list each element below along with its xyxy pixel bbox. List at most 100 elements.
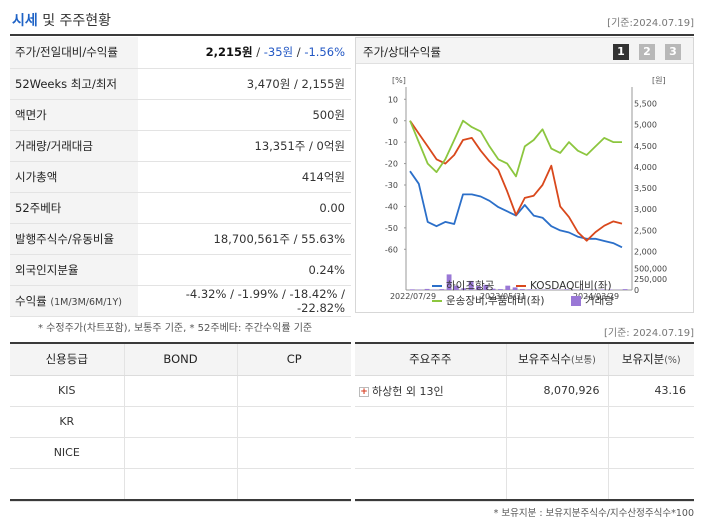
row-value: 0.24%	[138, 254, 351, 286]
volume-bar	[468, 280, 474, 290]
credit-top-line	[10, 342, 351, 344]
right-tick-label: 2,000	[634, 248, 657, 257]
rate-value: -1.56%	[304, 45, 345, 60]
table-row	[10, 468, 351, 502]
volume-bar	[454, 285, 459, 290]
period-button-2[interactable]: 2	[639, 44, 655, 60]
legend-swatch	[432, 285, 442, 287]
label-main: 수익률	[15, 293, 47, 308]
bond-cell	[123, 437, 237, 469]
row-value: 18,700,561주 / 55.63%	[138, 223, 351, 255]
period-button-3[interactable]: 3	[665, 44, 681, 60]
holder-name-cell: + 하상헌 외 13인	[355, 375, 506, 407]
volume-tick-label: 500,000	[634, 264, 667, 273]
volume-bar	[424, 288, 430, 290]
bond-cell	[123, 406, 237, 438]
cp-cell	[236, 406, 351, 438]
left-tick-label: -50	[385, 224, 398, 233]
col-header: 주요주주	[355, 344, 506, 376]
agency-cell	[10, 468, 124, 502]
row-label: 주가/전일대비/수익률	[10, 37, 138, 69]
divider	[355, 499, 694, 501]
header-main: 보유주식수	[518, 352, 571, 367]
chart-panel-header: 주가/상대수익률 1 2 3	[356, 38, 693, 64]
volume-tick-label: 250,000	[634, 275, 667, 284]
volume-bar	[520, 289, 525, 290]
volume-bar	[622, 289, 628, 290]
volume-bar	[410, 289, 415, 290]
col-header: 보유지분(%)	[607, 344, 694, 376]
volume-bar	[498, 289, 503, 290]
major-shareholders-table: 주요주주 보유주식수(보통) 보유지분(%) + 하상헌 외 13인 8,070,…	[355, 344, 694, 502]
legend-label: 거래량	[585, 295, 614, 307]
volume-bar	[505, 285, 511, 290]
table-row: 발행주식수/유동비율 18,700,561주 / 55.63%	[10, 223, 351, 255]
left-tick-label: -10	[385, 138, 398, 147]
bond-cell	[123, 375, 237, 407]
left-unit-label: [%]	[392, 76, 406, 85]
right-tick-label: 5,500	[634, 99, 657, 108]
empty-cell	[355, 406, 506, 438]
legend-item-volume: 거래량	[571, 293, 614, 308]
volume-bar	[600, 289, 606, 290]
credit-rating-table: 신용등급 BOND CP KIS KR NICE	[10, 344, 351, 502]
legend-item-sector: 운송장비,부품대비(좌)	[432, 293, 544, 308]
col-header: BOND	[123, 344, 237, 376]
holder-name[interactable]: 하상헌 외 13인	[372, 384, 444, 398]
table-header-row: 주요주주 보유주식수(보통) 보유지분(%)	[355, 344, 694, 376]
volume-bar	[446, 274, 452, 290]
row-label: 외국인지분율	[10, 254, 138, 286]
right-tick-label: 4,500	[634, 142, 657, 151]
agency-cell: KIS	[10, 375, 124, 407]
empty-cell	[505, 468, 608, 502]
credit-bottom-line	[10, 499, 351, 501]
label-sub: (1M/3M/6M/1Y)	[50, 296, 122, 308]
expand-plus-icon[interactable]: +	[359, 386, 369, 397]
table-row: 외국인지분율 0.24%	[10, 254, 351, 286]
left-tick-label: -60	[385, 245, 398, 254]
volume-bar	[461, 288, 467, 290]
period-button-1[interactable]: 1	[613, 44, 629, 60]
row-label: 액면가	[10, 99, 138, 131]
right-tick-label: 3,500	[634, 184, 657, 193]
table-header-row: 신용등급 BOND CP	[10, 344, 351, 376]
price-value: 2,215원	[205, 45, 253, 60]
right-tick-label: 4,000	[634, 163, 657, 172]
legend-item-stock: 하이즈항공	[432, 278, 494, 293]
row-label: 거래량/거래대금	[10, 130, 138, 162]
agency-cell: NICE	[10, 437, 124, 469]
empty-cell	[355, 468, 506, 502]
row-value: 414억원	[138, 161, 351, 193]
section-title: 시세 및 주주현황	[12, 10, 111, 30]
table-row: 액면가 500원	[10, 99, 351, 131]
left-tick-label: 0	[393, 117, 398, 126]
empty-cell	[355, 437, 506, 469]
row-label: 52Weeks 최고/최저	[10, 68, 138, 100]
table-row: 52Weeks 최고/최저 3,470원 / 2,155원	[10, 68, 351, 100]
row-label: 발행주식수/유동비율	[10, 223, 138, 255]
volume-bar	[527, 289, 533, 290]
right-unit-label: [원]	[652, 76, 666, 85]
change-value: -35원	[263, 45, 294, 60]
volume-bar	[564, 289, 569, 290]
left-tick-label: -40	[385, 202, 398, 211]
holders-top-line	[355, 342, 694, 344]
holders-bottom-line	[355, 499, 694, 501]
row-value: -4.32% / -1.99% / -18.42% / -22.82%	[138, 285, 351, 317]
empty-cell	[607, 437, 694, 469]
price-chart: [%] [원] 10 0 -10 -20 -30 -40 -50 -60 5,500 5,000 4,5…	[385, 76, 667, 301]
row-label: 시가총액	[10, 161, 138, 193]
divider	[355, 342, 694, 344]
table-row: KR	[10, 406, 351, 438]
table-row: + 하상헌 외 13인 8,070,926 43.16	[355, 375, 694, 407]
pct-cell: 43.16	[607, 375, 694, 407]
separator: /	[252, 45, 264, 60]
left-tick-label: -30	[385, 181, 398, 190]
footnote-holdings: * 보유지분 : 보유지분주식수/지수산정주식수*100	[493, 508, 694, 519]
footnote: * 수정주가(차트포함), 보통주 기준, * 52주베타: 주간수익률 기준	[38, 323, 313, 334]
table-row: 52주베타 0.00	[10, 192, 351, 224]
series-line-1	[409, 120, 623, 242]
right-tick-label: 2,500	[634, 226, 657, 235]
right-tick-label: 3,000	[634, 205, 657, 214]
x-tick-label: 2022/07/29	[390, 292, 436, 301]
